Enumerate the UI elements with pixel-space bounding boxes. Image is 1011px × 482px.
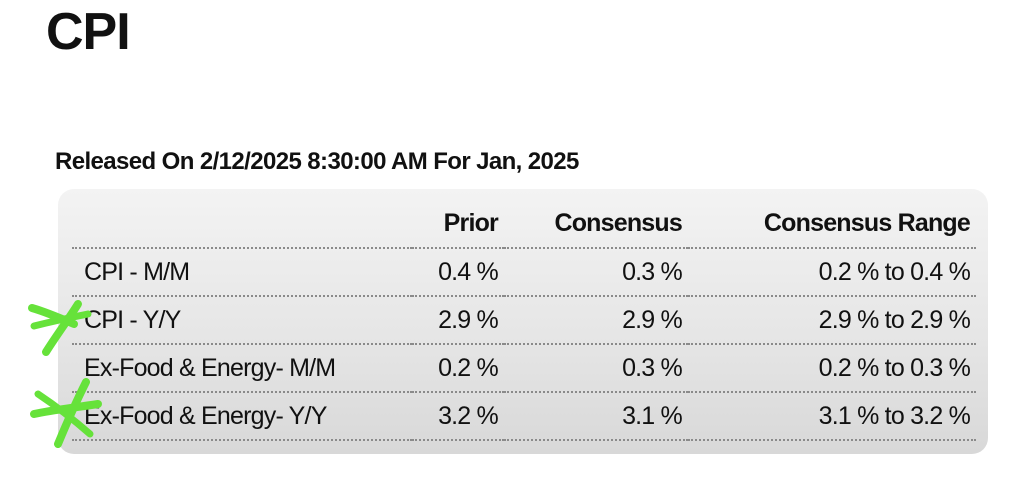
consensus-range-cell: 0.2 % to 0.3 % [688,344,976,393]
column-header-prior: Prior [412,200,504,249]
metric-cell: CPI - M/M [72,248,412,297]
column-header-metric [72,200,412,249]
prior-cell: 3.2 % [412,392,504,441]
table-row: CPI - M/M 0.4 % 0.3 % 0.2 % to 0.4 % [72,248,976,297]
consensus-range-cell: 0.2 % to 0.4 % [688,248,976,297]
table-row: CPI - Y/Y 2.9 % 2.9 % 2.9 % to 2.9 % [72,296,976,345]
consensus-range-cell: 2.9 % to 2.9 % [688,296,976,345]
consensus-range-cell: 3.1 % to 3.2 % [688,392,976,441]
consensus-cell: 2.9 % [504,296,688,345]
consensus-cell: 3.1 % [504,392,688,441]
prior-cell: 2.9 % [412,296,504,345]
metric-cell: Ex-Food & Energy- Y/Y [72,392,412,441]
column-header-consensus-range: Consensus Range [688,200,976,249]
table-header-row: Prior Consensus Consensus Range [72,200,976,249]
cpi-table: Prior Consensus Consensus Range CPI - M/… [72,200,976,441]
metric-cell: Ex-Food & Energy- M/M [72,344,412,393]
release-info: Released On 2/12/2025 8:30:00 AM For Jan… [55,148,579,175]
prior-cell: 0.2 % [412,344,504,393]
table-row: Ex-Food & Energy- M/M 0.2 % 0.3 % 0.2 % … [72,344,976,393]
table-row: Ex-Food & Energy- Y/Y 3.2 % 3.1 % 3.1 % … [72,392,976,441]
column-header-consensus: Consensus [504,200,688,249]
page-title: CPI [46,3,131,61]
consensus-cell: 0.3 % [504,344,688,393]
prior-cell: 0.4 % [412,248,504,297]
metric-cell: CPI - Y/Y [72,296,412,345]
consensus-cell: 0.3 % [504,248,688,297]
